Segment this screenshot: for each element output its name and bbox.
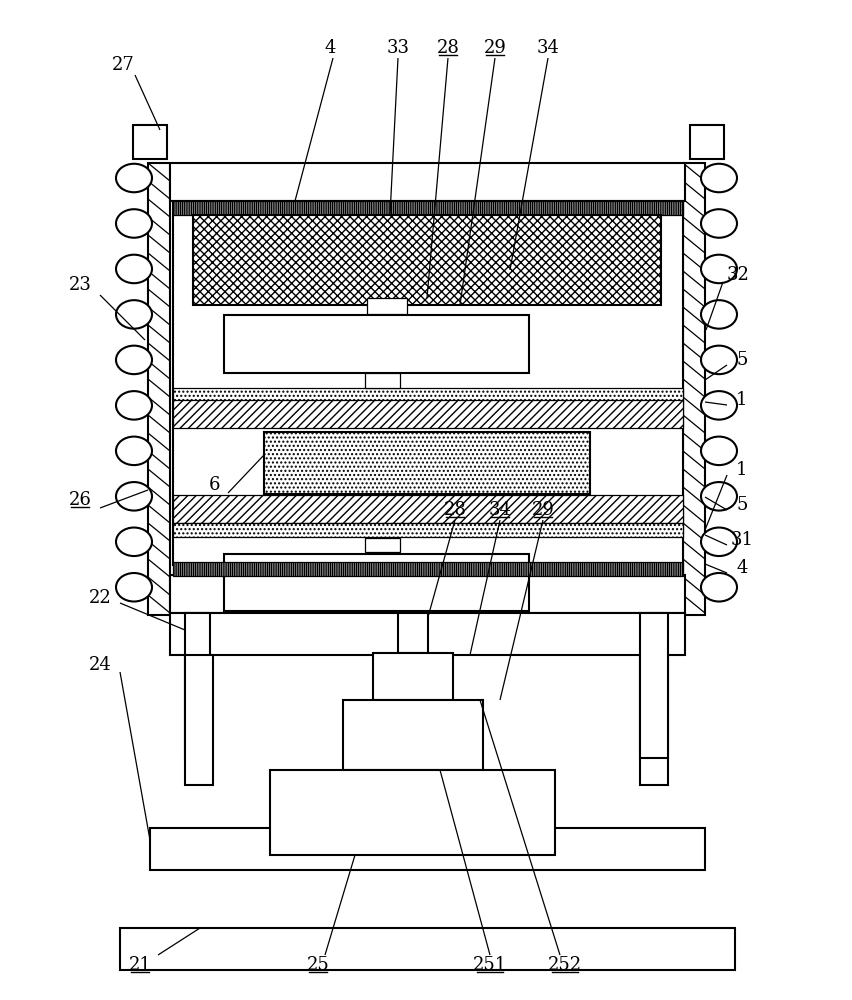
- Text: 31: 31: [729, 531, 752, 549]
- Ellipse shape: [700, 573, 736, 602]
- Text: 34: 34: [488, 501, 511, 519]
- Bar: [263, 432, 590, 494]
- Bar: [639, 613, 667, 758]
- Ellipse shape: [700, 482, 736, 511]
- Text: 5: 5: [735, 496, 747, 514]
- Bar: [372, 653, 452, 700]
- Ellipse shape: [700, 255, 736, 283]
- Text: 1: 1: [735, 391, 747, 409]
- Ellipse shape: [116, 164, 152, 192]
- Text: 28: 28: [443, 501, 466, 519]
- Text: 252: 252: [547, 956, 581, 974]
- Ellipse shape: [700, 209, 736, 238]
- Bar: [193, 215, 660, 305]
- Ellipse shape: [700, 300, 736, 329]
- Text: 29: 29: [531, 501, 554, 519]
- Ellipse shape: [700, 391, 736, 420]
- Ellipse shape: [116, 437, 152, 465]
- Bar: [170, 575, 684, 613]
- Bar: [173, 201, 682, 565]
- Ellipse shape: [116, 300, 152, 329]
- Ellipse shape: [116, 209, 152, 238]
- Bar: [148, 163, 170, 615]
- Text: 4: 4: [735, 559, 747, 577]
- Bar: [224, 554, 528, 611]
- Text: 24: 24: [89, 656, 112, 674]
- Bar: [185, 655, 213, 785]
- Text: 4: 4: [324, 39, 336, 57]
- Text: 26: 26: [68, 491, 91, 509]
- Ellipse shape: [116, 482, 152, 511]
- Text: 33: 33: [386, 39, 409, 57]
- Text: 5: 5: [735, 351, 747, 369]
- Text: 1: 1: [735, 461, 747, 479]
- Bar: [173, 400, 682, 428]
- Bar: [639, 655, 667, 785]
- Bar: [185, 613, 210, 758]
- Text: 27: 27: [112, 56, 135, 74]
- Ellipse shape: [116, 573, 152, 602]
- Bar: [173, 562, 682, 576]
- Bar: [170, 163, 684, 201]
- Bar: [133, 125, 167, 159]
- Text: 251: 251: [472, 956, 507, 974]
- Bar: [365, 373, 400, 388]
- Text: 32: 32: [726, 266, 749, 284]
- Bar: [343, 700, 482, 770]
- Ellipse shape: [116, 346, 152, 374]
- Ellipse shape: [700, 528, 736, 556]
- Ellipse shape: [116, 391, 152, 420]
- Bar: [682, 163, 704, 615]
- Bar: [170, 613, 684, 655]
- Bar: [173, 388, 682, 402]
- Text: 25: 25: [306, 956, 329, 974]
- Bar: [173, 201, 682, 215]
- Ellipse shape: [116, 528, 152, 556]
- Bar: [150, 828, 704, 870]
- Bar: [270, 770, 555, 855]
- Bar: [224, 315, 528, 373]
- Bar: [689, 125, 723, 159]
- Text: 34: 34: [536, 39, 559, 57]
- Bar: [173, 523, 682, 537]
- Bar: [120, 928, 734, 970]
- Text: 29: 29: [483, 39, 506, 57]
- Ellipse shape: [116, 255, 152, 283]
- Ellipse shape: [700, 437, 736, 465]
- Text: 21: 21: [129, 956, 152, 974]
- Text: 23: 23: [68, 276, 91, 294]
- Ellipse shape: [700, 346, 736, 374]
- Text: 28: 28: [436, 39, 459, 57]
- Text: 22: 22: [89, 589, 112, 607]
- Bar: [365, 538, 400, 552]
- Bar: [173, 495, 682, 523]
- Bar: [366, 298, 406, 314]
- Bar: [398, 613, 428, 653]
- Ellipse shape: [700, 164, 736, 192]
- Text: 6: 6: [209, 476, 221, 494]
